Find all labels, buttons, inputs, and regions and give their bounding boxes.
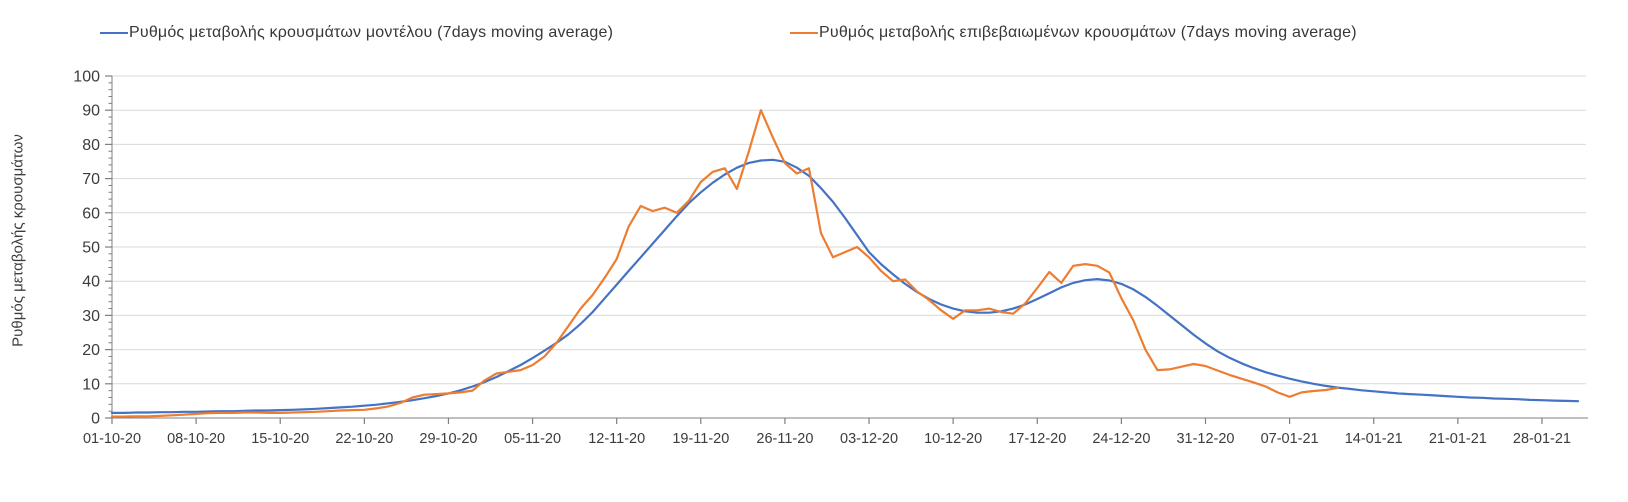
series-line-model (110, 158, 1580, 414)
legend-item-model: Ρυθμός μεταβολής κρουσμάτων μοντέλου (7d… (100, 24, 613, 42)
x-tick-label: 19-11-20 (672, 431, 729, 447)
x-tick-label: 05-11-20 (504, 431, 561, 447)
y-tick-label: 90 (82, 103, 100, 120)
x-tick-label: 31-12-20 (1176, 431, 1234, 447)
y-tick-label: 10 (82, 376, 100, 393)
x-tick-label: 08-10-20 (167, 431, 225, 447)
y-tick-label: 100 (73, 69, 100, 86)
x-tick-label: 07-01-21 (1261, 431, 1319, 447)
x-tick-label: 29-10-20 (419, 431, 477, 447)
legend-item-confirmed: Ρυθμός μεταβολής επιβεβαιωμένων κρουσμάτ… (790, 24, 1357, 42)
series-line-confirmed (110, 109, 1339, 418)
x-tick-label: 03-12-20 (840, 431, 898, 447)
x-tick-label: 24-12-20 (1092, 431, 1150, 447)
legend-line-swatch-model (100, 32, 128, 34)
y-tick-label: 60 (82, 205, 100, 222)
y-tick-label: 50 (82, 240, 100, 257)
x-tick-label: 21-01-21 (1429, 431, 1487, 447)
x-tick-label: 22-10-20 (335, 431, 393, 447)
x-tick-label: 01-10-20 (83, 431, 141, 447)
legend-label-confirmed: Ρυθμός μεταβολής επιβεβαιωμένων κρουσμάτ… (819, 24, 1357, 41)
y-tick-label: 20 (82, 342, 100, 359)
y-tick-label: 70 (82, 171, 100, 188)
legend-line-swatch-confirmed (790, 32, 818, 34)
x-tick-label: 10-12-20 (924, 431, 982, 447)
x-tick-label: 12-11-20 (588, 431, 645, 447)
legend-label-model: Ρυθμός μεταβολής κρουσμάτων μοντέλου (7d… (129, 24, 614, 41)
x-tick-label: 14-01-21 (1345, 431, 1403, 447)
y-tick-label: 80 (82, 137, 100, 154)
x-tick-label: 17-12-20 (1008, 431, 1066, 447)
x-tick-label: 28-01-21 (1513, 431, 1571, 447)
y-tick-label: 40 (82, 274, 100, 291)
y-tick-label: 0 (91, 411, 100, 428)
x-tick-label: 15-10-20 (251, 431, 309, 447)
x-tick-label: 26-11-20 (756, 431, 813, 447)
y-tick-label: 30 (82, 308, 100, 325)
